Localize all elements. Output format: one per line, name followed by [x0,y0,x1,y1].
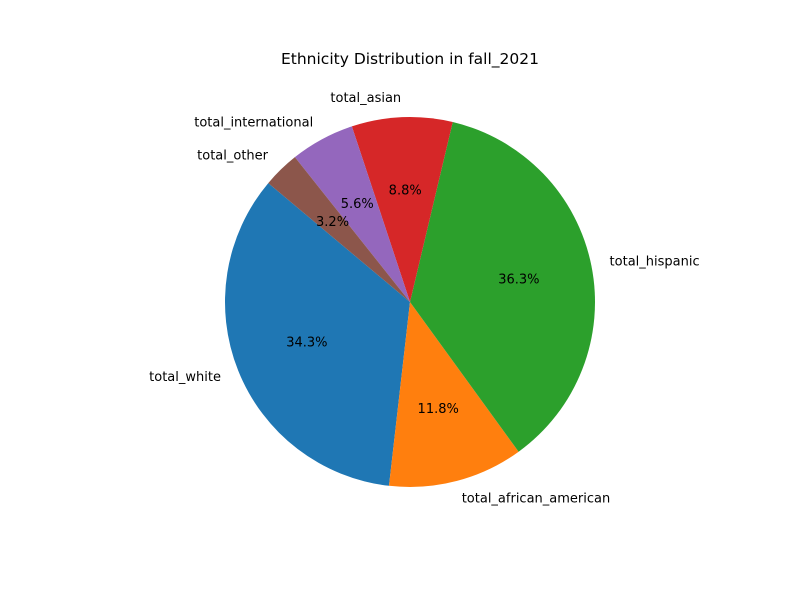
slice-percent-total-african-american: 11.8% [418,402,459,417]
pie-slices [225,117,596,487]
pie-slice-total-white [225,183,410,486]
pie-slice-total-hispanic [410,122,596,452]
slice-percent-total-hispanic: 36.3% [498,273,539,288]
slice-label-total-african-american: total_african_american [462,491,611,506]
slice-label-total-asian: total_asian [330,91,401,106]
slice-percent-total-international: 5.6% [341,197,374,212]
slice-label-total-international: total_international [194,115,313,130]
slice-percent-total-asian: 8.8% [389,184,422,199]
slice-label-total-hispanic: total_hispanic [610,255,700,270]
pie-slice-total-african-american [388,302,519,487]
chart-title: Ethnicity Distribution in fall_2021 [281,50,539,69]
pie-slice-total-other [268,157,410,302]
slice-percent-total-white: 34.3% [286,336,327,351]
slice-label-total-white: total_white [149,370,221,385]
pie-labels: total_white 34.3% total_african_american 11… [149,91,699,506]
slice-label-total-other: total_other [197,149,269,164]
pie-slice-total-asian [351,117,453,302]
slice-percent-total-other: 3.2% [316,215,349,230]
pie-slice-total-international [294,126,410,302]
